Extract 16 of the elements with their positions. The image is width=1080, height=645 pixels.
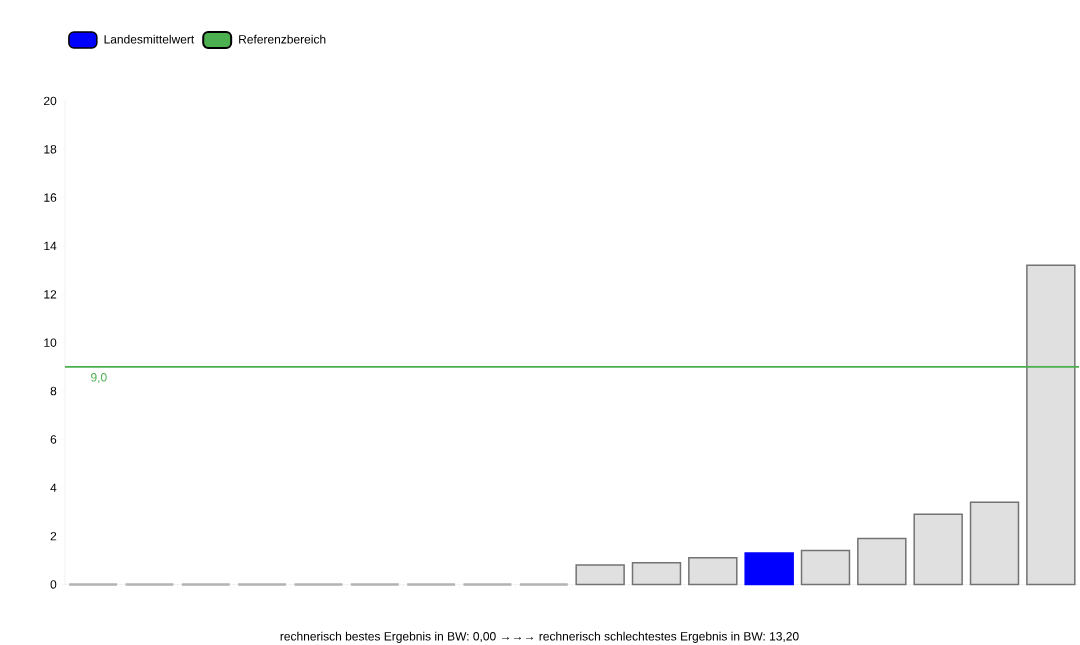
y-tick-label: 12 [44, 289, 57, 299]
y-tick-label: 10 [44, 338, 57, 347]
y-tick-label: 6 [50, 434, 57, 444]
bar [744, 552, 794, 586]
y-tick-label: 18 [44, 144, 57, 154]
legend-label: Referenzbereich [239, 34, 326, 44]
y-tick-label: 16 [44, 193, 57, 202]
y-tick-label: 20 [44, 96, 57, 105]
y-tick-label: 0 [50, 580, 57, 589]
text: rechnerisch bestes Ergebnis in BW: 0,00 →→→ rechnerisch schlechtestes Ergebnis in BW: 13,20 [280, 631, 799, 643]
y-tick-label: 2 [50, 531, 57, 541]
y-tick-label: 8 [50, 386, 57, 396]
legend-label: Landesmittelwert [104, 34, 195, 44]
annotation: 9,0 [91, 372, 107, 383]
y-tick-label: 4 [50, 483, 57, 492]
y-tick-label: 14 [44, 241, 57, 250]
